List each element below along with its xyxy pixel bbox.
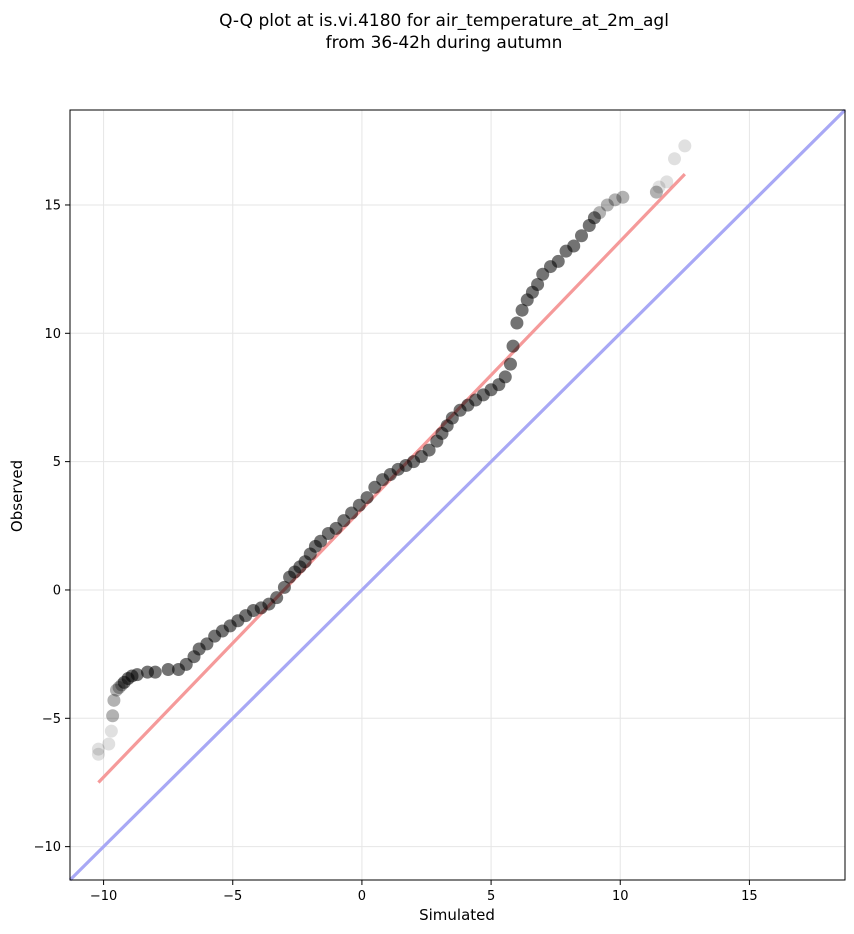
x-tick-label: 10 — [612, 889, 629, 904]
qq-point — [649, 185, 663, 199]
chart-title-line-1: Q-Q plot at is.vi.4180 for air_temperatu… — [219, 11, 669, 31]
y-tick-label: 10 — [44, 327, 61, 342]
qq-point — [161, 663, 175, 677]
y-axis-ticks: −10 −5 0 5 10 15 — [34, 198, 70, 855]
qq-point — [91, 747, 105, 761]
qq-point — [678, 139, 692, 153]
x-tick-label: −5 — [223, 889, 242, 904]
plot-frame — [69, 109, 846, 881]
qq-point — [668, 152, 681, 166]
qq-point — [551, 254, 565, 268]
x-tick-label: 0 — [358, 889, 366, 904]
qq-point — [130, 668, 144, 682]
qq-point — [498, 370, 512, 384]
qq-point — [107, 693, 121, 707]
qq-point — [102, 737, 116, 751]
qq-point — [270, 591, 284, 605]
qq-point — [91, 742, 105, 756]
qq-point — [277, 580, 291, 594]
y-axis-label: Observed — [8, 460, 26, 532]
qq-point — [104, 724, 118, 738]
x-tick-label: 15 — [741, 889, 758, 904]
qq-point — [616, 190, 630, 204]
y-tick-label: 15 — [44, 198, 61, 213]
qq-point — [515, 303, 529, 317]
qq-point — [148, 665, 162, 679]
qq-point — [510, 316, 524, 330]
qq-point — [531, 278, 545, 292]
y-tick-label: −10 — [34, 840, 61, 855]
x-tick-label: −10 — [90, 889, 117, 904]
qq-point — [575, 229, 588, 243]
chart-title-line-2: from 36-42h during autumn — [326, 33, 563, 53]
qq-point — [652, 180, 666, 194]
y-tick-label: −5 — [42, 712, 61, 727]
x-axis-ticks: −10 −5 0 5 10 15 — [90, 880, 758, 904]
qq-point — [106, 709, 120, 723]
qq-point — [503, 357, 517, 371]
y-tick-label: 0 — [53, 583, 61, 598]
qq-point — [600, 198, 614, 212]
identity-line — [68, 108, 847, 882]
qq-point — [567, 239, 581, 253]
qq-point — [506, 339, 520, 353]
qq-point — [593, 206, 607, 220]
qq-point — [422, 443, 436, 457]
qq-point — [587, 211, 601, 225]
grid-lines — [70, 110, 845, 880]
qq-point — [660, 175, 674, 189]
reference-lines — [68, 108, 847, 882]
qq-point — [608, 193, 622, 207]
x-axis-label: Simulated — [419, 906, 495, 924]
x-tick-label: 5 — [487, 889, 495, 904]
qq-point — [360, 491, 374, 505]
quantile-points — [91, 139, 692, 761]
y-tick-label: 5 — [53, 455, 61, 470]
